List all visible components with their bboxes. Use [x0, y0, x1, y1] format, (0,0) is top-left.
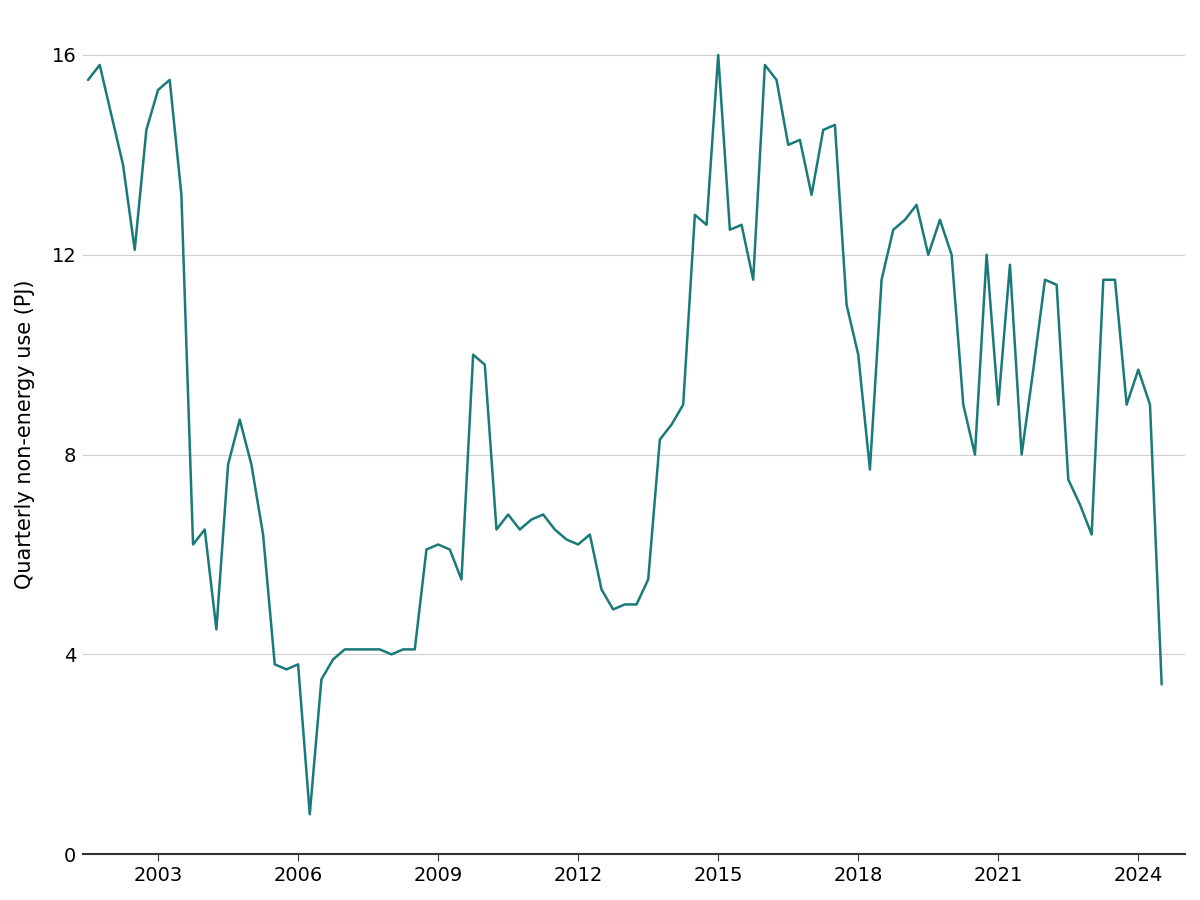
Y-axis label: Quarterly non-energy use (PJ): Quarterly non-energy use (PJ): [16, 280, 35, 590]
